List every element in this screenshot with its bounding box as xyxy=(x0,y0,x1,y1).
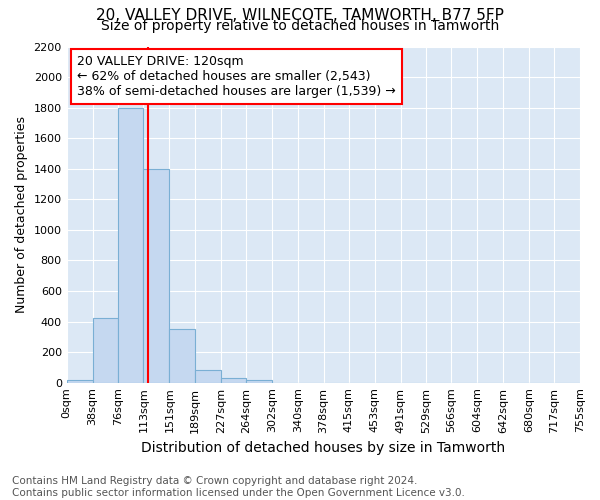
Bar xyxy=(92,318,118,382)
Text: 20, VALLEY DRIVE, WILNECOTE, TAMWORTH, B77 5FP: 20, VALLEY DRIVE, WILNECOTE, TAMWORTH, B… xyxy=(96,8,504,22)
Bar xyxy=(246,380,272,382)
Bar xyxy=(118,108,143,382)
Bar xyxy=(67,380,92,382)
Y-axis label: Number of detached properties: Number of detached properties xyxy=(15,116,28,313)
Text: 20 VALLEY DRIVE: 120sqm
← 62% of detached houses are smaller (2,543)
38% of semi: 20 VALLEY DRIVE: 120sqm ← 62% of detache… xyxy=(77,55,395,98)
Text: Contains HM Land Registry data © Crown copyright and database right 2024.
Contai: Contains HM Land Registry data © Crown c… xyxy=(12,476,465,498)
Bar xyxy=(221,378,246,382)
Bar xyxy=(195,370,221,382)
Text: Size of property relative to detached houses in Tamworth: Size of property relative to detached ho… xyxy=(101,19,499,33)
X-axis label: Distribution of detached houses by size in Tamworth: Distribution of detached houses by size … xyxy=(141,441,505,455)
Bar xyxy=(169,329,195,382)
Bar xyxy=(143,168,169,382)
